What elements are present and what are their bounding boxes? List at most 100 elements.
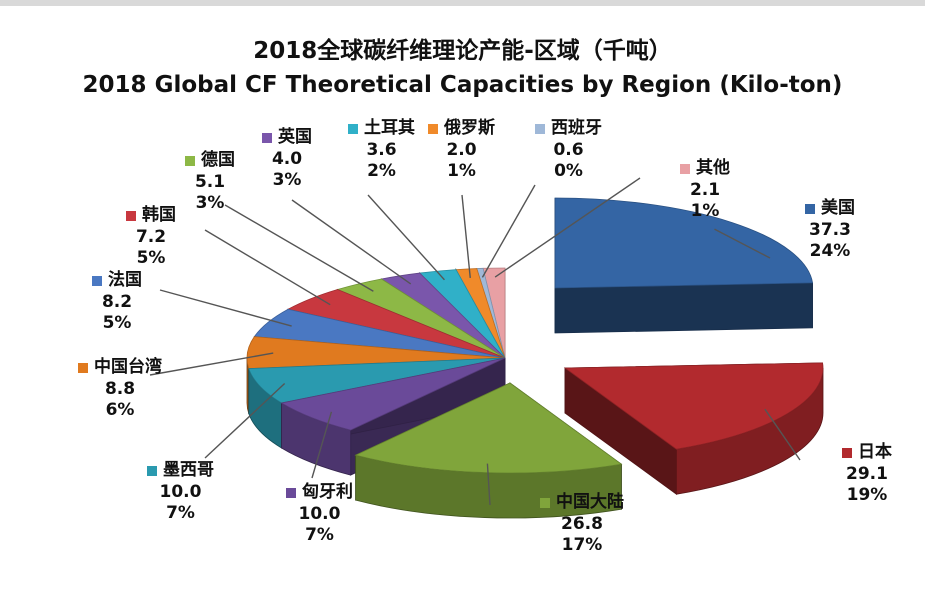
slice-label: 法国 8.2 5% (92, 270, 142, 334)
label-value: 4.0 (271, 148, 303, 169)
label-name: 美国 (805, 198, 855, 219)
leader-line-6 (159, 289, 292, 327)
label-percent: 1% (690, 200, 720, 221)
label-name: 日本 (842, 442, 892, 463)
leader-line-7 (204, 229, 331, 306)
label-value: 29.1 (846, 463, 888, 484)
label-percent: 24% (809, 240, 851, 261)
label-name: 德国 (185, 150, 235, 171)
label-value: 7.2 (135, 226, 167, 247)
label-text: 中国大陆 (556, 492, 624, 512)
label-percent: 5% (102, 312, 132, 333)
label-text: 德国 (201, 150, 235, 170)
slice-label: 美国 37.3 24% (805, 198, 855, 262)
legend-swatch (78, 362, 88, 373)
label-percent: 0% (554, 160, 583, 181)
label-text: 土耳其 (364, 118, 415, 138)
leader-line-5 (149, 352, 274, 376)
label-value: 2.1 (689, 179, 721, 200)
label-value: 10.0 (159, 481, 202, 502)
label-value: 5.1 (194, 171, 226, 192)
label-percent: 17% (561, 534, 603, 555)
label-percent: 7% (166, 502, 195, 523)
slice-3 (280, 357, 506, 431)
slice-label: 西班牙 0.6 0% (535, 118, 602, 182)
leader-line-12 (481, 184, 536, 278)
legend-swatch (262, 132, 272, 143)
legend-swatch (842, 447, 852, 458)
slice-1 (563, 362, 824, 450)
slice-label: 匈牙利 10.0 7% (286, 482, 353, 546)
legend-swatch (348, 123, 358, 134)
slice-side-0 (554, 282, 813, 334)
label-name: 韩国 (126, 205, 176, 226)
top-divider (0, 0, 925, 6)
slice-label: 中国大陆 26.8 17% (540, 492, 624, 556)
slice-label: 墨西哥 10.0 7% (147, 460, 214, 524)
legend-swatch (185, 155, 195, 166)
label-name: 中国台湾 (78, 357, 162, 378)
pie-tops (246, 197, 824, 474)
label-value: 10.0 (298, 503, 341, 524)
label-text: 西班牙 (551, 118, 602, 138)
slice-label: 中国台湾 8.8 6% (78, 357, 162, 421)
label-percent: 6% (105, 399, 135, 420)
slice-label: 德国 5.1 3% (185, 150, 235, 214)
label-value: 26.8 (561, 513, 603, 534)
legend-swatch (92, 275, 102, 286)
label-text: 俄罗斯 (444, 118, 495, 138)
label-text: 匈牙利 (302, 482, 353, 502)
label-percent: 19% (846, 484, 888, 505)
leader-lines (149, 177, 801, 506)
leader-line-4 (204, 383, 286, 459)
label-percent: 7% (305, 524, 334, 545)
label-percent: 3% (195, 192, 225, 213)
label-value: 8.2 (101, 291, 133, 312)
label-text: 法国 (108, 270, 142, 290)
label-text: 韩国 (142, 205, 176, 225)
label-text: 其他 (696, 158, 730, 178)
label-percent: 2% (367, 160, 396, 181)
label-value: 37.3 (809, 219, 851, 240)
label-name: 中国大陆 (540, 492, 624, 513)
label-value: 3.6 (366, 139, 397, 160)
label-value: 8.8 (104, 378, 136, 399)
label-text: 墨西哥 (163, 460, 214, 480)
slice-label: 土耳其 3.6 2% (348, 118, 415, 182)
leader-line-1 (764, 408, 801, 461)
legend-swatch (126, 210, 136, 221)
label-percent: 3% (272, 169, 302, 190)
legend-swatch (535, 123, 545, 134)
label-name: 英国 (262, 127, 312, 148)
leader-line-0 (714, 228, 771, 259)
leader-line-11 (461, 194, 471, 278)
slice-label: 俄罗斯 2.0 1% (428, 118, 495, 182)
leader-line-9 (291, 199, 412, 285)
legend-swatch (540, 497, 550, 508)
label-name: 其他 (680, 158, 730, 179)
legend-swatch (680, 163, 690, 174)
legend-swatch (805, 203, 815, 214)
label-percent: 5% (136, 247, 166, 268)
chart-subtitle: 2018 Global CF Theoretical Capacities by… (82, 72, 843, 98)
legend-swatch (428, 123, 438, 134)
slice-label: 英国 4.0 3% (262, 127, 312, 191)
slice-2 (354, 382, 623, 474)
leader-line-3 (311, 411, 333, 479)
label-name: 法国 (92, 270, 142, 291)
slice-label: 其他 2.1 1% (680, 158, 730, 222)
legend-swatch (286, 487, 296, 498)
label-name: 俄罗斯 (428, 118, 495, 139)
label-name: 土耳其 (348, 118, 415, 139)
label-value: 0.6 (553, 139, 584, 160)
label-name: 西班牙 (535, 118, 602, 139)
label-text: 日本 (858, 442, 892, 462)
label-text: 中国台湾 (94, 357, 162, 377)
label-text: 英国 (278, 127, 312, 147)
legend-swatch (147, 465, 157, 476)
label-text: 美国 (821, 198, 855, 218)
slice-0 (554, 197, 814, 289)
slice-label: 韩国 7.2 5% (126, 205, 176, 269)
label-name: 匈牙利 (286, 482, 353, 503)
